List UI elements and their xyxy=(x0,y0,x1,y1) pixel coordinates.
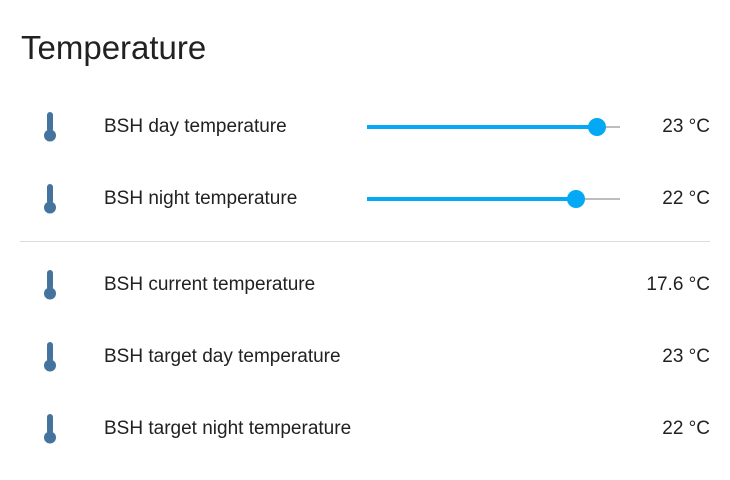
thermometer-icon xyxy=(44,414,56,444)
entity-value: 22 °C xyxy=(662,188,710,209)
divider xyxy=(20,241,710,242)
thermometer-icon xyxy=(44,342,56,372)
entity-row-night-temperature[interactable]: BSH night temperature 22 °C xyxy=(20,179,710,219)
entity-row-target-night-temperature[interactable]: BSH target night temperature 22 °C xyxy=(20,409,710,449)
entity-value: 17.6 °C xyxy=(646,274,710,295)
slider-knob[interactable] xyxy=(588,118,607,136)
entity-row-day-temperature[interactable]: BSH day temperature 23 °C xyxy=(20,107,710,147)
entity-value: 22 °C xyxy=(662,418,710,439)
entity-value: 23 °C xyxy=(662,346,710,367)
thermometer-icon xyxy=(44,112,56,142)
entity-label: BSH day temperature xyxy=(104,116,287,137)
thermometer-icon xyxy=(44,270,56,300)
day-temperature-slider[interactable] xyxy=(367,117,620,137)
slider-fill xyxy=(367,197,576,201)
entity-label: BSH target night temperature xyxy=(104,418,352,439)
entity-row-current-temperature[interactable]: BSH current temperature 17.6 °C xyxy=(20,265,710,305)
entity-row-target-day-temperature[interactable]: BSH target day temperature 23 °C xyxy=(20,337,710,377)
slider-knob[interactable] xyxy=(566,190,585,208)
entity-label: BSH target day temperature xyxy=(104,346,341,367)
night-temperature-slider[interactable] xyxy=(367,189,620,209)
entity-label: BSH night temperature xyxy=(104,188,298,209)
slider-fill xyxy=(367,125,598,129)
entity-label: BSH current temperature xyxy=(104,274,316,295)
entity-value: 23 °C xyxy=(662,116,710,137)
card-title: Temperature xyxy=(21,29,207,66)
thermometer-icon xyxy=(44,184,56,214)
